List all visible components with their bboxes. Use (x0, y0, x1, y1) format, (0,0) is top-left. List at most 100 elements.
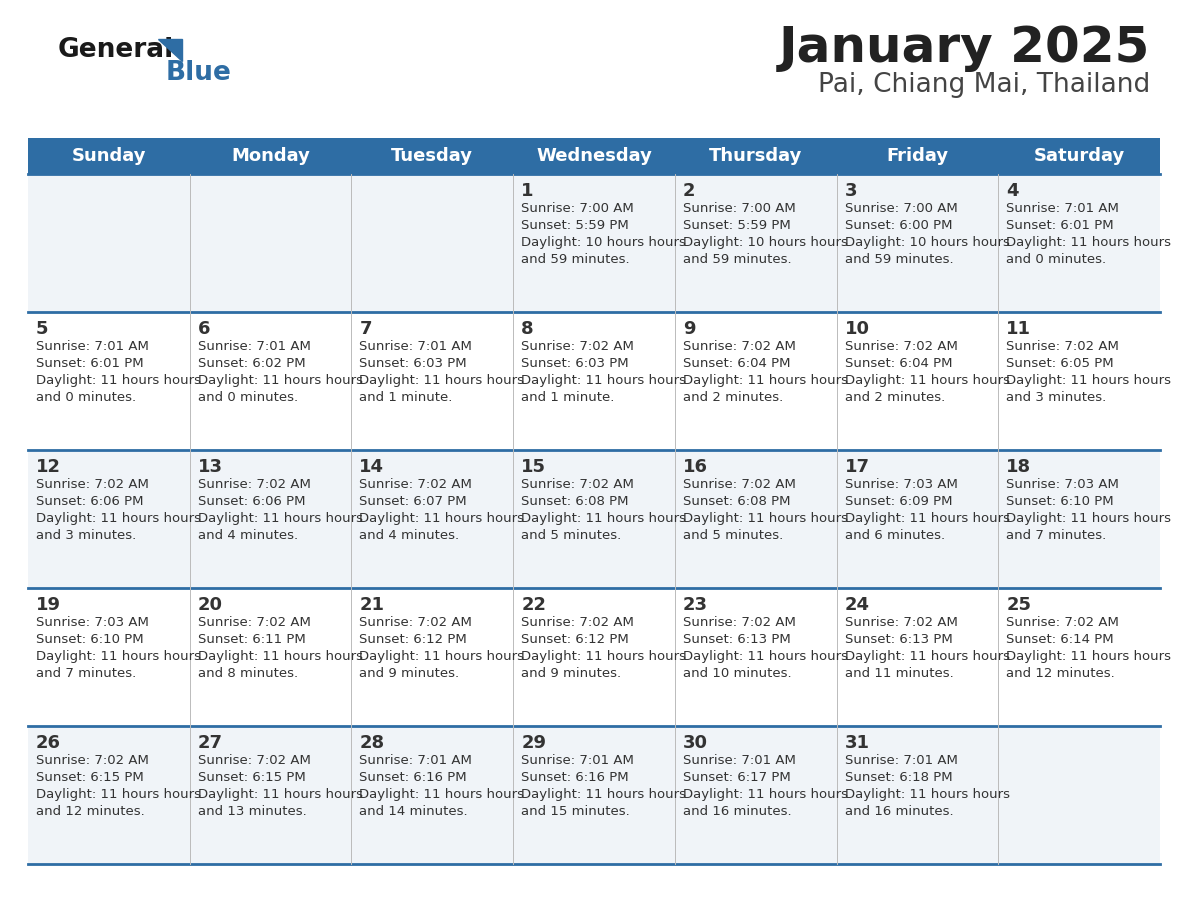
Text: and 15 minutes.: and 15 minutes. (522, 805, 630, 818)
Text: Sunset: 6:16 PM: Sunset: 6:16 PM (522, 771, 628, 784)
Text: Sunrise: 7:01 AM: Sunrise: 7:01 AM (36, 340, 148, 353)
Text: and 16 minutes.: and 16 minutes. (845, 805, 953, 818)
Text: 17: 17 (845, 458, 870, 476)
Text: 3: 3 (845, 182, 857, 200)
Bar (29, 726, 1159, 864)
Text: Daylight: 10 hours hours: Daylight: 10 hours hours (683, 236, 848, 249)
Text: 26: 26 (36, 734, 61, 752)
Text: Sunset: 6:12 PM: Sunset: 6:12 PM (522, 633, 628, 646)
Text: Daylight: 11 hours hours: Daylight: 11 hours hours (683, 650, 848, 663)
Text: Sunset: 6:05 PM: Sunset: 6:05 PM (1006, 357, 1114, 370)
Text: Sunrise: 7:02 AM: Sunrise: 7:02 AM (36, 478, 148, 491)
Text: Sunrise: 7:00 AM: Sunrise: 7:00 AM (683, 202, 796, 215)
Text: Sunset: 6:00 PM: Sunset: 6:00 PM (845, 219, 952, 232)
Text: Sunrise: 7:02 AM: Sunrise: 7:02 AM (197, 478, 310, 491)
Text: 30: 30 (683, 734, 708, 752)
Text: and 2 minutes.: and 2 minutes. (845, 391, 944, 404)
Text: Daylight: 11 hours hours: Daylight: 11 hours hours (36, 650, 201, 663)
Text: Daylight: 11 hours hours: Daylight: 11 hours hours (522, 512, 687, 525)
Text: Sunset: 6:10 PM: Sunset: 6:10 PM (36, 633, 144, 646)
Text: Daylight: 10 hours hours: Daylight: 10 hours hours (522, 236, 685, 249)
Text: Sunset: 6:02 PM: Sunset: 6:02 PM (197, 357, 305, 370)
Text: Daylight: 11 hours hours: Daylight: 11 hours hours (360, 650, 524, 663)
Text: and 9 minutes.: and 9 minutes. (522, 667, 621, 680)
Text: 9: 9 (683, 320, 695, 338)
Text: and 5 minutes.: and 5 minutes. (522, 529, 621, 542)
Text: and 3 minutes.: and 3 minutes. (1006, 391, 1106, 404)
Text: Sunset: 6:06 PM: Sunset: 6:06 PM (36, 495, 144, 508)
Text: Sunrise: 7:02 AM: Sunrise: 7:02 AM (683, 340, 796, 353)
Text: Pai, Chiang Mai, Thailand: Pai, Chiang Mai, Thailand (817, 72, 1150, 98)
Text: Sunrise: 7:02 AM: Sunrise: 7:02 AM (522, 478, 634, 491)
Text: Daylight: 11 hours hours: Daylight: 11 hours hours (522, 788, 687, 801)
Text: 11: 11 (1006, 320, 1031, 338)
Text: Daylight: 11 hours hours: Daylight: 11 hours hours (1006, 650, 1171, 663)
Text: Sunset: 6:13 PM: Sunset: 6:13 PM (845, 633, 953, 646)
Text: and 59 minutes.: and 59 minutes. (845, 253, 953, 266)
Text: Wednesday: Wednesday (536, 147, 652, 165)
Text: and 0 minutes.: and 0 minutes. (36, 391, 137, 404)
Text: Sunrise: 7:03 AM: Sunrise: 7:03 AM (845, 478, 958, 491)
Text: Sunset: 6:11 PM: Sunset: 6:11 PM (197, 633, 305, 646)
Text: and 13 minutes.: and 13 minutes. (197, 805, 307, 818)
Text: Sunrise: 7:00 AM: Sunrise: 7:00 AM (522, 202, 634, 215)
Text: and 59 minutes.: and 59 minutes. (522, 253, 630, 266)
Text: Sunset: 6:04 PM: Sunset: 6:04 PM (683, 357, 790, 370)
Bar (29, 450, 1159, 588)
Text: and 2 minutes.: and 2 minutes. (683, 391, 783, 404)
Text: 18: 18 (1006, 458, 1031, 476)
Text: 29: 29 (522, 734, 546, 752)
Text: Sunrise: 7:02 AM: Sunrise: 7:02 AM (1006, 340, 1119, 353)
Text: Sunrise: 7:02 AM: Sunrise: 7:02 AM (197, 616, 310, 629)
Bar (29, 312, 1159, 450)
Text: Daylight: 11 hours hours: Daylight: 11 hours hours (360, 788, 524, 801)
Text: and 1 minute.: and 1 minute. (360, 391, 453, 404)
Text: Sunset: 6:03 PM: Sunset: 6:03 PM (360, 357, 467, 370)
Text: Sunset: 6:12 PM: Sunset: 6:12 PM (360, 633, 467, 646)
Text: Sunrise: 7:03 AM: Sunrise: 7:03 AM (36, 616, 148, 629)
Text: and 5 minutes.: and 5 minutes. (683, 529, 783, 542)
Text: Daylight: 11 hours hours: Daylight: 11 hours hours (1006, 512, 1171, 525)
Text: Sunset: 5:59 PM: Sunset: 5:59 PM (683, 219, 790, 232)
Text: Sunrise: 7:02 AM: Sunrise: 7:02 AM (360, 616, 473, 629)
Bar (29, 138, 1159, 174)
Text: Monday: Monday (232, 147, 310, 165)
Text: Daylight: 11 hours hours: Daylight: 11 hours hours (522, 650, 687, 663)
Text: Sunset: 6:06 PM: Sunset: 6:06 PM (197, 495, 305, 508)
Text: Daylight: 11 hours hours: Daylight: 11 hours hours (845, 650, 1010, 663)
Text: Sunset: 6:15 PM: Sunset: 6:15 PM (197, 771, 305, 784)
Text: and 10 minutes.: and 10 minutes. (683, 667, 791, 680)
Text: Sunrise: 7:02 AM: Sunrise: 7:02 AM (683, 478, 796, 491)
Text: Daylight: 11 hours hours: Daylight: 11 hours hours (522, 374, 687, 387)
Text: 4: 4 (1006, 182, 1019, 200)
Text: 6: 6 (197, 320, 210, 338)
Text: and 12 minutes.: and 12 minutes. (1006, 667, 1116, 680)
Text: 1: 1 (522, 182, 533, 200)
Text: 7: 7 (360, 320, 372, 338)
Text: Sunset: 6:07 PM: Sunset: 6:07 PM (360, 495, 467, 508)
Text: Tuesday: Tuesday (391, 147, 473, 165)
Text: Daylight: 11 hours hours: Daylight: 11 hours hours (36, 374, 201, 387)
Text: Sunrise: 7:01 AM: Sunrise: 7:01 AM (197, 340, 310, 353)
Text: Sunset: 6:03 PM: Sunset: 6:03 PM (522, 357, 628, 370)
Text: 8: 8 (522, 320, 533, 338)
Text: 28: 28 (360, 734, 385, 752)
Text: Sunrise: 7:01 AM: Sunrise: 7:01 AM (522, 754, 634, 767)
Bar (29, 174, 1159, 312)
Text: Sunset: 6:08 PM: Sunset: 6:08 PM (522, 495, 628, 508)
Text: January 2025: January 2025 (778, 24, 1150, 72)
Text: 24: 24 (845, 596, 870, 614)
Polygon shape (158, 39, 182, 61)
Text: and 12 minutes.: and 12 minutes. (36, 805, 145, 818)
Text: 15: 15 (522, 458, 546, 476)
Text: 22: 22 (522, 596, 546, 614)
Text: 2: 2 (683, 182, 695, 200)
Text: Sunset: 6:15 PM: Sunset: 6:15 PM (36, 771, 144, 784)
Text: Daylight: 11 hours hours: Daylight: 11 hours hours (197, 374, 362, 387)
Text: Sunrise: 7:00 AM: Sunrise: 7:00 AM (845, 202, 958, 215)
Text: Sunrise: 7:02 AM: Sunrise: 7:02 AM (360, 478, 473, 491)
Text: Sunrise: 7:02 AM: Sunrise: 7:02 AM (36, 754, 148, 767)
Text: and 0 minutes.: and 0 minutes. (1006, 253, 1106, 266)
Text: Sunset: 6:18 PM: Sunset: 6:18 PM (845, 771, 953, 784)
Text: Sunset: 6:08 PM: Sunset: 6:08 PM (683, 495, 790, 508)
